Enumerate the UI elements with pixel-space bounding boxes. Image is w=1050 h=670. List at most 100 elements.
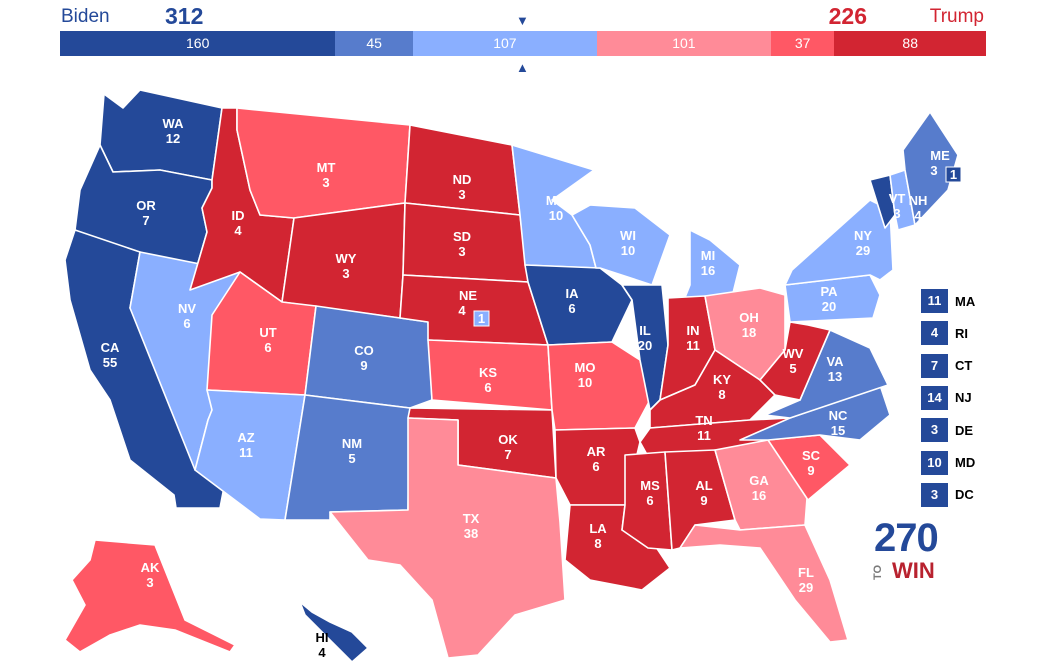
state-label-il: IL [639, 323, 651, 338]
state-fl[interactable] [679, 524, 849, 643]
state-label-nh: NH [909, 193, 928, 208]
small-state-abbr: MA [955, 293, 976, 309]
small-state-votes: 14 [921, 385, 948, 410]
state-label-la: LA [589, 521, 607, 536]
bar-segment-likely-d: 45 [335, 31, 413, 56]
state-label-in: IN [687, 323, 700, 338]
state-label-ak: AK [141, 560, 160, 575]
state-label-mo: MO [575, 360, 596, 375]
state-votes-pa: 20 [822, 299, 836, 314]
state-votes-ca: 55 [103, 355, 117, 370]
state-label-ms: MS [640, 478, 660, 493]
state-votes-nm: 5 [348, 451, 355, 466]
state-votes-sd: 3 [458, 244, 465, 259]
small-state-votes: 4 [921, 321, 948, 346]
small-state-nj[interactable]: 14 NJ [921, 385, 972, 410]
trump-total: 226 [828, 3, 867, 29]
state-mo[interactable] [547, 341, 651, 431]
state-votes-hi: 4 [318, 645, 326, 660]
state-votes-ak: 3 [146, 575, 153, 590]
state-label-va: VA [826, 354, 844, 369]
state-wa[interactable] [99, 89, 223, 181]
state-label-ne: NE [459, 288, 477, 303]
state-votes-ia: 6 [568, 301, 575, 316]
bar-segment-safe-r: 88 [834, 31, 986, 56]
threshold-marker-bottom: ▲ [516, 60, 529, 75]
small-state-md[interactable]: 10 MD [921, 450, 975, 475]
threshold-marker-top: ▼ [516, 13, 529, 28]
state-ak[interactable] [64, 539, 236, 653]
me-district-box[interactable] [945, 166, 962, 183]
state-label-ca: CA [101, 340, 120, 355]
small-state-votes: 7 [921, 353, 948, 378]
state-wv[interactable] [759, 321, 831, 401]
state-label-vt: VT [889, 191, 906, 206]
270towin-logo: 270 TO WIN [872, 516, 947, 586]
state-label-al: AL [695, 478, 712, 493]
small-state-de[interactable]: 3 DE [921, 418, 974, 443]
bar-segment-safe-d: 160 [60, 31, 336, 56]
small-state-abbr: RI [955, 325, 968, 341]
state-label-ny: NY [854, 228, 872, 243]
electoral-vote-bar: 160 45 107 101 37 88 [60, 31, 986, 56]
ne-district-box[interactable] [473, 310, 490, 327]
state-votes-ga: 16 [752, 488, 766, 503]
state-label-ky: KY [713, 372, 731, 387]
logo-number: 270 [874, 516, 939, 560]
state-label-mt: MT [317, 160, 336, 175]
state-nh[interactable] [889, 169, 916, 231]
state-me[interactable] [902, 111, 959, 226]
biden-name: Biden [61, 6, 110, 27]
state-label-nd: ND [453, 172, 472, 187]
state-label-mn: MN [546, 193, 566, 208]
state-label-sc: SC [802, 448, 821, 463]
small-state-votes: 11 [921, 289, 948, 313]
state-votes-oh: 18 [742, 325, 756, 340]
state-votes-id: 4 [234, 223, 242, 238]
state-label-nm: NM [342, 436, 362, 451]
state-votes-wv: 5 [789, 361, 796, 376]
state-votes-wa: 12 [166, 131, 180, 146]
state-label-oh: OH [739, 310, 759, 325]
state-label-or: OR [136, 198, 156, 213]
state-votes-mi: 16 [701, 263, 715, 278]
state-label-wi: WI [620, 228, 636, 243]
trump-name: Trump [929, 6, 984, 27]
small-state-ri[interactable]: 4 RI [921, 321, 968, 346]
state-label-fl: FL [798, 565, 814, 580]
logo-win: WIN [892, 558, 935, 583]
state-votes-wi: 10 [621, 243, 635, 258]
state-hi[interactable] [299, 601, 369, 663]
state-tx[interactable] [329, 417, 566, 659]
bar-segment-likely-r: 37 [770, 31, 835, 56]
small-state-votes: 10 [921, 450, 948, 475]
state-votes-il: 20 [638, 338, 652, 353]
state-votes-fl: 29 [799, 580, 813, 595]
state-votes-nh: 4 [914, 208, 922, 223]
state-ia[interactable] [524, 264, 633, 346]
logo-to: TO [872, 564, 884, 580]
state-label-me: ME [930, 148, 950, 163]
state-label-ok: OK [498, 432, 518, 447]
small-state-dc[interactable]: 3 DC [921, 482, 974, 507]
state-votes-ut: 6 [264, 340, 271, 355]
state-label-ut: UT [259, 325, 276, 340]
small-state-ma[interactable]: 11 MA [921, 289, 975, 313]
small-state-abbr: DE [955, 422, 974, 438]
state-votes-nc: 15 [831, 423, 845, 438]
state-ny[interactable] [784, 199, 894, 286]
state-votes-az: 11 [239, 445, 253, 460]
biden-total: 312 [165, 3, 204, 29]
state-votes-la: 8 [594, 536, 601, 551]
state-label-nc: NC [829, 408, 848, 423]
small-state-ct[interactable]: 7 CT [921, 353, 973, 378]
state-votes-in: 11 [686, 338, 700, 353]
state-label-mi: MI [701, 248, 715, 263]
me-district-votes: 1 [950, 167, 957, 182]
state-votes-co: 9 [360, 358, 367, 373]
state-label-sd: SD [453, 229, 471, 244]
ne-district-votes: 1 [478, 311, 485, 326]
state-votes-ky: 8 [718, 387, 725, 402]
small-state-abbr: CT [955, 358, 973, 374]
state-label-ia: IA [566, 286, 580, 301]
